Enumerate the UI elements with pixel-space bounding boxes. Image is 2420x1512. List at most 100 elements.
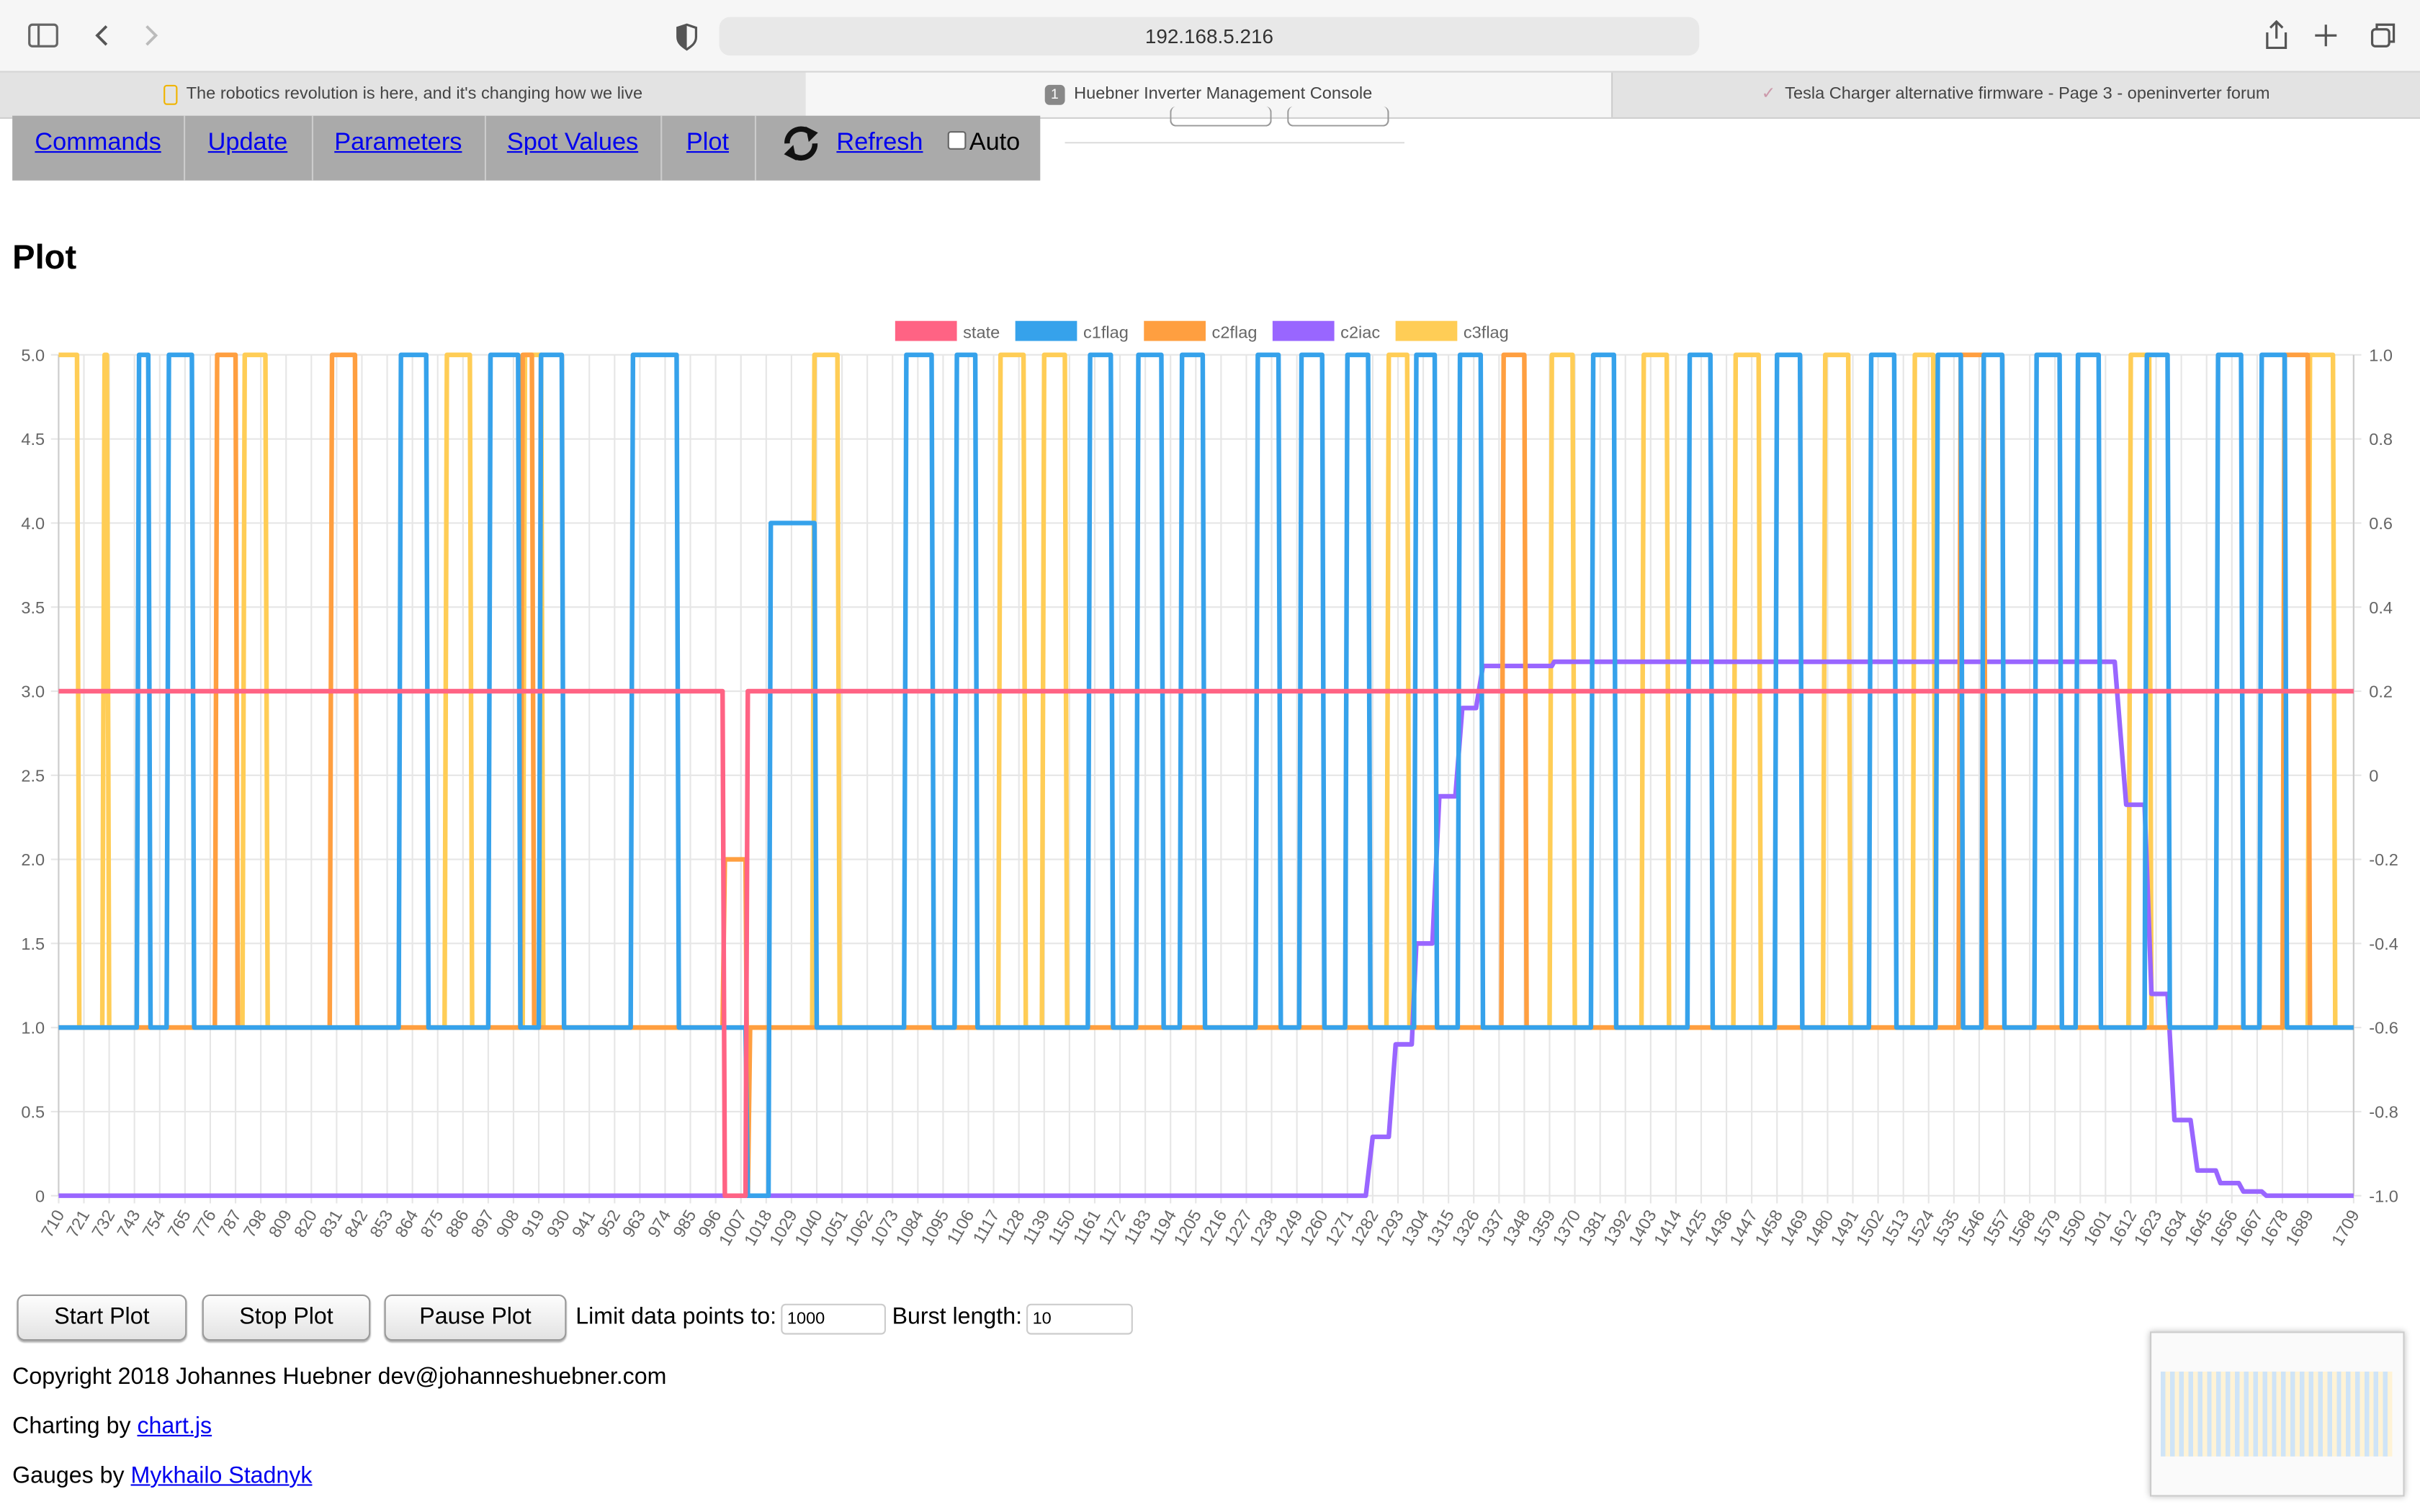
x-tick-label: 842 [341,1207,371,1241]
x-tick-label: 809 [265,1207,295,1241]
x-tick-label: 930 [543,1207,573,1241]
x-tick-label: 765 [164,1207,194,1241]
y-tick-label: 2.0 [21,850,45,869]
text: Charting by [12,1413,131,1440]
y2-tick-label: 0.6 [2369,514,2393,533]
y2-tick-label: 0.2 [2369,683,2393,701]
y2-tick-label: -0.2 [2369,850,2398,869]
x-tick-label: 1172 [1095,1207,1129,1248]
y-tick-label: 3.5 [21,598,45,617]
nav-link[interactable]: Spot Values [506,130,639,156]
y2-tick-label: 0 [2369,766,2378,785]
nav-link[interactable]: Refresh [836,130,923,156]
refresh-icon[interactable] [779,123,823,171]
y-tick-label: 0.5 [21,1103,45,1122]
legend-swatch [1015,320,1077,341]
gauges-credit: Gauges by Mykhailo Stadnyk [12,1462,312,1488]
burst-label: Burst length: [892,1303,1023,1331]
nav-cell: Plot [660,115,756,181]
legend-label: c2iac [1340,323,1380,341]
x-tick-label: 732 [88,1207,118,1241]
nav-cell: Spot Values [485,115,663,181]
text: Gauges by [12,1462,125,1489]
legend-swatch [1395,320,1458,341]
tab-title: Tesla Charger alternative firmware - Pag… [1785,84,2270,104]
x-tick-label: 864 [391,1207,421,1241]
auto-checkbox[interactable] [947,131,967,150]
nav-link[interactable]: Commands [35,130,161,156]
x-tick-label: 1150 [1044,1207,1079,1248]
x-tick-label: 974 [644,1207,674,1241]
nav-cell: Parameters [312,115,486,181]
legend-label: c2flag [1212,323,1258,341]
page-heading: Plot [12,238,77,276]
legend-label: state [963,323,1000,341]
burst-input[interactable]: 10 [1026,1303,1133,1335]
legend-swatch [1144,320,1206,341]
y2-tick-label: -0.4 [2369,935,2398,953]
y2-tick-label: -0.6 [2369,1019,2398,1038]
x-tick-label: 985 [669,1207,699,1241]
tab-title: Huebner Inverter Management Console [1074,84,1373,104]
x-tick-label: 908 [493,1207,523,1241]
x-tick-label: 831 [315,1207,346,1241]
nav-link[interactable]: Update [207,130,288,156]
x-tick-label: 886 [442,1207,472,1241]
link[interactable]: chart.js [137,1413,212,1440]
x-tick-label: 743 [113,1207,143,1241]
y-tick-label: 0 [35,1187,45,1205]
limit-input[interactable]: 1000 [781,1303,886,1335]
tab-strip: The robotics revolution is here, and it'… [0,71,2420,119]
browser-toolbar: 192.168.5.216 [0,0,2420,71]
refresh-cell: Refresh [836,116,923,171]
limit-label: Limit data points to: [575,1303,777,1331]
y-tick-label: 4.5 [21,430,45,449]
series-line [58,659,2354,1198]
y-tick-label: 1.5 [21,935,45,953]
tab-badge: 1 [1044,84,1065,104]
chart: 7107217327437547657767877988098208318428… [21,320,2398,1248]
link[interactable]: Mykhailo Stadnyk [130,1462,313,1489]
copyright: Copyright 2018 Johannes Huebner dev@joha… [12,1364,667,1390]
x-tick-label: 776 [189,1207,220,1241]
y2-tick-label: 0.4 [2369,598,2393,617]
nav-cell: Commands [12,115,186,181]
legend-swatch [1272,320,1335,341]
nav-link[interactable]: Parameters [334,130,462,156]
toolbar-right-icons [2266,19,2396,50]
button[interactable]: Stop Plot [202,1294,371,1341]
tab-active[interactable]: 1 Huebner Inverter Management Console [805,72,1613,117]
screenshot-thumbnail[interactable] [2150,1331,2405,1497]
y-tick-label: 2.5 [21,766,45,785]
charting-credit: Charting by chart.js [12,1413,212,1439]
x-tick-label: 1709 [2328,1207,2363,1248]
y-tick-label: 5.0 [21,346,45,364]
x-tick-label: 798 [240,1207,270,1241]
tab[interactable]: ✓ Tesla Charger alternative firmware - Pa… [1611,72,2420,117]
x-tick-label: 1139 [1019,1207,1054,1248]
tab[interactable]: The robotics revolution is here, and it'… [0,72,807,117]
y2-tick-label: -0.8 [2369,1103,2398,1122]
button[interactable]: Pause Plot [384,1294,567,1341]
x-tick-label: 1161 [1070,1207,1104,1248]
toolbar-icons [28,23,158,48]
x-tick-label: 820 [290,1207,321,1241]
legend-label: c3flag [1464,323,1509,341]
y2-tick-label: 1.0 [2369,346,2393,364]
legend-swatch [895,320,957,341]
x-tick-label: 875 [416,1207,447,1241]
button[interactable]: Start Plot [17,1294,187,1341]
y-tick-label: 1.0 [21,1019,45,1038]
nav-cell: Update [184,115,313,181]
x-tick-label: 919 [518,1207,548,1241]
nav-link[interactable]: Plot [686,130,730,156]
legend-label: c1flag [1083,323,1129,341]
tab-title: The robotics revolution is here, and it'… [186,84,643,104]
x-tick-label: 787 [215,1207,245,1241]
address-bar[interactable]: 192.168.5.216 [719,17,1700,56]
y2-tick-label: -1.0 [2369,1187,2398,1205]
x-tick-label: 897 [467,1207,498,1241]
